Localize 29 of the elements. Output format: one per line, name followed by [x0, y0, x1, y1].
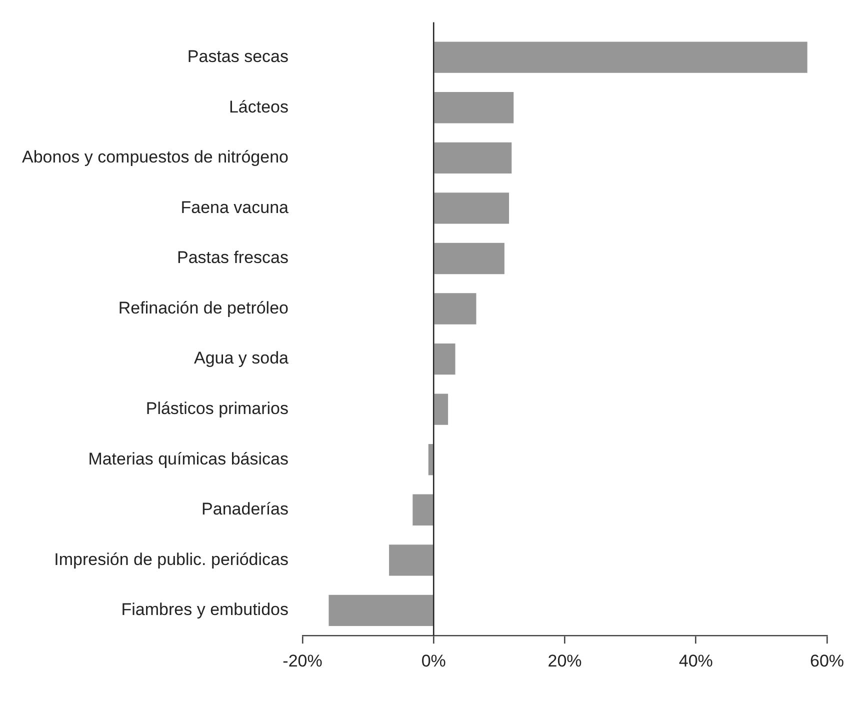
y-tick-label: Lácteos [228, 97, 289, 116]
y-tick-label: Abonos y compuestos de nitrógeno [22, 148, 289, 167]
bar [428, 444, 433, 476]
bar [412, 494, 433, 526]
x-tick-label: 60% [810, 651, 844, 670]
bar [434, 343, 456, 375]
y-tick-label: Refinación de petróleo [118, 298, 289, 318]
bar [434, 92, 514, 124]
x-tick-label: 40% [678, 651, 713, 670]
y-tick-label: Pastas secas [187, 47, 289, 66]
y-tick-label: Panaderías [202, 500, 289, 519]
y-tick-label: Materias químicas básicas [88, 449, 289, 468]
y-tick-label: Faena vacuna [180, 198, 290, 217]
y-tick-label: Fiambres y embutidos [121, 600, 289, 620]
y-tick-label: Impresión de public. periódicas [54, 550, 289, 569]
bar [434, 42, 808, 73]
y-tick-label: Pastas frescas [177, 248, 289, 268]
bar [389, 544, 433, 576]
y-tick-label: Agua y soda [194, 348, 290, 368]
y-tick-label: Plásticos primarios [146, 399, 289, 418]
bar [434, 242, 504, 274]
bar [434, 394, 448, 425]
bar [434, 142, 512, 174]
x-tick-label: -20% [282, 651, 322, 670]
bar [434, 192, 510, 224]
bar [434, 293, 476, 324]
x-tick-label: 20% [548, 651, 582, 670]
x-tick-label: 0% [421, 651, 446, 670]
bar [328, 594, 433, 626]
